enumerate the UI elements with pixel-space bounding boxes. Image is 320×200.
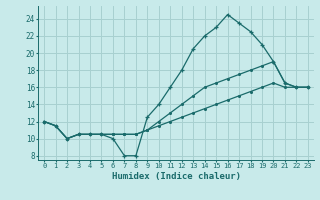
X-axis label: Humidex (Indice chaleur): Humidex (Indice chaleur) [111, 172, 241, 181]
